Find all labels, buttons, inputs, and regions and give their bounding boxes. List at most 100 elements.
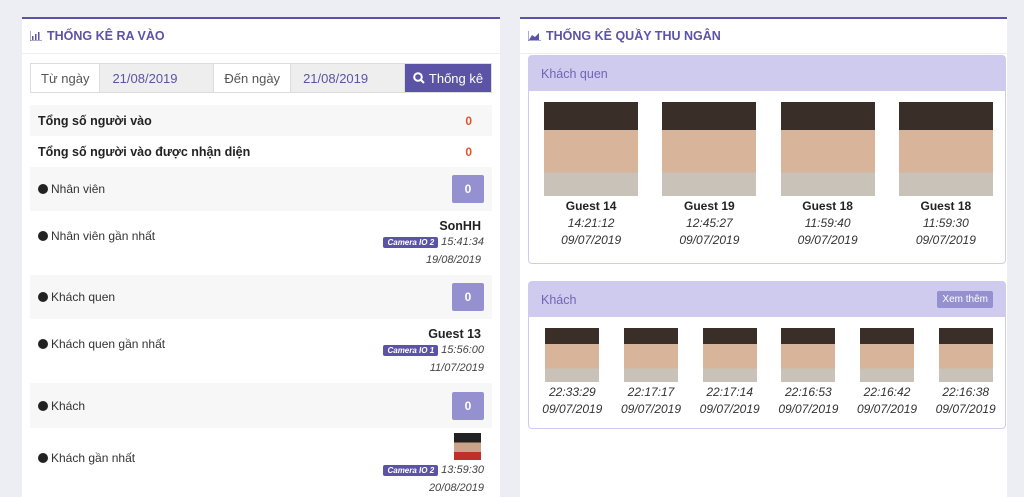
staff-count-badge[interactable]: 0 (452, 175, 484, 203)
guest-time: 22:16:42 (863, 385, 911, 399)
regular-photo[interactable] (544, 102, 639, 196)
regular-time: 11:59:40 (804, 216, 851, 230)
regular-item[interactable]: Guest 14 14:21:12 09/07/2019 (532, 102, 650, 249)
date-range-form: Từ ngày 21/08/2019 Đến ngày 21/08/2019 T… (30, 63, 492, 93)
guest-time: 22:17:17 (627, 385, 675, 399)
regular-row: Khách quen 0 (30, 275, 492, 319)
search-button[interactable]: Thống kê (405, 64, 492, 92)
regular-photo[interactable] (662, 102, 757, 196)
guest-label: Khách (51, 398, 86, 413)
regular-name: Guest 18 (920, 199, 972, 213)
regular-time: 11:59:30 (922, 216, 969, 230)
regulars-card: Khách quen Guest 14 14:21:12 09/07/2019 Gue… (528, 55, 1006, 264)
latest-guest-label: Khách gần nhất (51, 451, 136, 465)
camera-badge: Camera IO 2 (383, 237, 439, 248)
regular-time: 12:45:27 (686, 216, 733, 230)
latest-regular-time: 15:56:00 (441, 344, 484, 356)
guest-date: 09/07/2019 (620, 402, 682, 416)
guests-card: Khách Xem thêm 22:33:29 09/07/2019 22:17:17… (528, 281, 1006, 429)
bar-chart-icon (30, 31, 42, 41)
guest-item[interactable]: 22:17:17 09/07/2019 (612, 328, 691, 418)
guest-date: 09/07/2019 (856, 402, 918, 416)
regulars-header: Khách quen (529, 56, 1005, 91)
regular-photo[interactable] (780, 102, 875, 196)
search-label: Thống kê (428, 70, 484, 86)
total-recognized-value: 0 (465, 144, 472, 159)
guest-photo[interactable] (860, 328, 915, 382)
guest-photo[interactable] (938, 328, 993, 382)
regular-item[interactable]: Guest 18 11:59:30 09/07/2019 (887, 102, 1005, 249)
panel-header: THỐNG KÊ RA VÀO (22, 19, 500, 54)
regular-item[interactable]: Guest 19 12:45:27 09/07/2019 (650, 102, 768, 249)
regulars-title: Khách quen (541, 66, 608, 81)
to-date-label: Đến ngày (214, 64, 292, 92)
guest-time: 22:16:38 (942, 385, 990, 399)
regular-name: Guest 18 (802, 199, 853, 213)
total-in-row: Tổng số người vào 0 (30, 105, 492, 136)
total-recognized-label: Tổng số người vào được nhận diện (38, 144, 251, 159)
regular-item[interactable]: Guest 18 11:59:40 09/07/2019 (769, 102, 887, 249)
latest-staff-label: Nhân viên gần nhất (51, 229, 156, 243)
guest-time: 22:17:14 (706, 385, 754, 399)
guest-time: 22:33:29 (548, 385, 596, 399)
regular-time: 14:21:12 (567, 216, 615, 230)
guest-item[interactable]: 22:16:53 09/07/2019 (769, 328, 848, 418)
guest-date: 09/07/2019 (542, 402, 603, 416)
regular-name: Guest 14 (565, 199, 617, 213)
regular-date: 09/07/2019 (561, 233, 622, 247)
cashier-stats-panel: THỐNG KÊ QUẦY THU NGÂN Khách quen Guest … (520, 17, 1007, 497)
from-date-label: Từ ngày (31, 64, 101, 92)
latest-guest-row: Khách gần nhất Camera IO 2 13:59:30 20/08/… (30, 428, 492, 494)
regular-count-badge[interactable]: 0 (452, 283, 484, 311)
staff-label: Nhân viên (51, 182, 106, 196)
panel-title: THỐNG KÊ QUẦY THU NGÂN (546, 29, 721, 43)
latest-guest-photo[interactable] (454, 433, 481, 460)
latest-staff-time: 15:41:34 (441, 236, 484, 248)
total-in-label: Tổng số người vào (38, 113, 152, 128)
latest-regular-name: Guest 13 (428, 327, 481, 341)
latest-regular-date: 11/07/2019 (429, 362, 484, 374)
latest-staff-date: 19/08/2019 (425, 254, 481, 266)
latest-staff-name: SonHH (439, 219, 481, 233)
regular-date: 09/07/2019 (915, 233, 976, 247)
regular-label: Khách quen (51, 290, 116, 304)
see-more-button[interactable]: Xem thêm (937, 291, 993, 308)
latest-guest-time: 13:59:30 (441, 464, 484, 476)
to-date-input[interactable]: 21/08/2019 (291, 64, 406, 92)
guest-item[interactable]: 22:16:38 09/07/2019 (926, 328, 1005, 418)
guest-date: 09/07/2019 (935, 402, 996, 416)
guest-row: Khách 0 (30, 383, 492, 428)
regular-date: 09/07/2019 (797, 233, 858, 247)
guest-item[interactable]: 22:16:42 09/07/2019 (848, 328, 927, 418)
guest-time: 22:16:53 (784, 385, 832, 399)
from-date-input[interactable]: 21/08/2019 (100, 64, 215, 92)
guest-photo[interactable] (624, 328, 678, 382)
panel-header: THỐNG KÊ QUẦY THU NGÂN (520, 19, 1007, 54)
total-recognized-row: Tổng số người vào được nhận diện 0 (30, 136, 492, 167)
guests-title: Khách (541, 292, 577, 307)
guests-header: Khách Xem thêm (529, 282, 1005, 317)
latest-regular-label: Khách quen gần nhất (51, 337, 166, 351)
area-chart-icon (528, 31, 541, 41)
guest-item[interactable]: 22:17:14 09/07/2019 (690, 328, 769, 418)
latest-guest-date: 20/08/2019 (428, 482, 484, 494)
panel-title: THỐNG KÊ RA VÀO (47, 29, 165, 43)
guest-photo[interactable] (781, 328, 836, 382)
total-in-value: 0 (465, 113, 472, 128)
guest-item[interactable]: 22:33:29 09/07/2019 (533, 328, 612, 418)
guest-photo[interactable] (545, 328, 600, 382)
guest-count-badge[interactable]: 0 (452, 391, 484, 420)
regular-photo[interactable] (898, 102, 993, 196)
camera-badge: Camera IO 2 (383, 465, 439, 476)
guest-date: 09/07/2019 (778, 402, 839, 416)
camera-badge: Camera IO 1 (383, 345, 439, 356)
search-icon (413, 72, 425, 84)
guest-photo[interactable] (702, 328, 757, 382)
regular-name: Guest 19 (684, 199, 735, 213)
entry-stats-panel: THỐNG KÊ RA VÀO Từ ngày 21/08/2019 Đến n… (22, 17, 500, 497)
guest-date: 09/07/2019 (699, 402, 760, 416)
regular-date: 09/07/2019 (679, 233, 740, 247)
staff-row: Nhân viên 0 (30, 167, 492, 211)
latest-staff-row: Nhân viên gần nhất SonHH Camera IO 2 15:41… (30, 211, 492, 275)
